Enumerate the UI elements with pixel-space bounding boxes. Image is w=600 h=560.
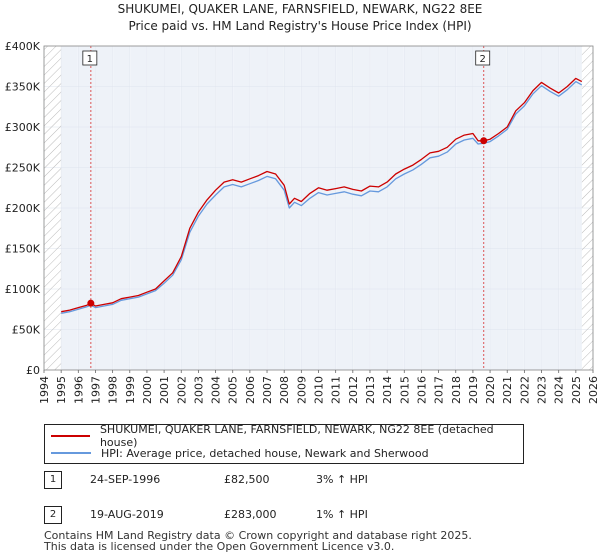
sale-point bbox=[87, 299, 95, 307]
sale-price: £283,000 bbox=[224, 508, 277, 521]
y-tick-label: £150K bbox=[5, 243, 41, 256]
x-tick-label: 2015 bbox=[398, 376, 411, 404]
x-tick-label: 2001 bbox=[158, 376, 171, 404]
y-tick-label: £400K bbox=[5, 40, 41, 53]
x-tick-label: 2013 bbox=[364, 376, 377, 404]
x-tick-label: 2010 bbox=[313, 376, 326, 404]
legend-item-property: SHUKUMEI, QUAKER LANE, FARNSFIELD, NEWAR… bbox=[51, 423, 523, 449]
chart-title-line1: SHUKUMEI, QUAKER LANE, FARNSFIELD, NEWAR… bbox=[117, 2, 483, 16]
y-tick-label: £250K bbox=[5, 162, 41, 175]
sale-row: 2 19-AUG-2019 £283,000 1% ↑ HPI bbox=[44, 506, 444, 526]
footer-line2: This data is licensed under the Open Gov… bbox=[44, 540, 395, 553]
x-tick-label: 2017 bbox=[433, 376, 446, 404]
y-tick-label: £300K bbox=[5, 121, 41, 134]
x-tick-label: 2003 bbox=[192, 376, 205, 404]
x-tick-label: 2026 bbox=[587, 376, 600, 404]
x-tick-label: 1996 bbox=[72, 376, 85, 404]
property-price-line bbox=[61, 77, 583, 313]
y-tick-label: £50K bbox=[12, 324, 41, 337]
sale-row: 1 24-SEP-1996 £82,500 3% ↑ HPI bbox=[44, 471, 444, 491]
x-tick-label: 2007 bbox=[261, 376, 274, 404]
sale-label-box bbox=[82, 50, 98, 66]
x-tick-label: 2016 bbox=[415, 376, 428, 404]
legend-item-hpi: HPI: Average price, detached house, Newa… bbox=[51, 445, 429, 461]
x-tick-label: 2023 bbox=[536, 376, 549, 404]
hatch-left bbox=[44, 46, 62, 370]
legend-swatch-hpi bbox=[51, 452, 91, 454]
chart-legend: SHUKUMEI, QUAKER LANE, FARNSFIELD, NEWAR… bbox=[44, 423, 524, 464]
x-tick-label: 1999 bbox=[124, 376, 137, 404]
x-tick-label: 2019 bbox=[467, 376, 480, 404]
footer-attribution: Contains HM Land Registry data © Crown c… bbox=[44, 530, 472, 552]
sale-price: £82,500 bbox=[224, 473, 270, 486]
y-tick-label: £100K bbox=[5, 283, 41, 296]
x-tick-label: 1997 bbox=[89, 376, 102, 404]
legend-swatch-property bbox=[51, 435, 90, 437]
x-tick-label: 2004 bbox=[210, 376, 223, 404]
x-tick-label: 2005 bbox=[227, 376, 240, 404]
sale-hpi-change: 3% ↑ HPI bbox=[316, 473, 368, 486]
x-tick-label: 2022 bbox=[518, 376, 531, 404]
x-tick-label: 2000 bbox=[141, 376, 154, 404]
x-tick-label: 2006 bbox=[244, 376, 257, 404]
sale-badge: 1 bbox=[44, 471, 62, 489]
sale-label-box bbox=[475, 50, 491, 66]
sale-label-text: 2 bbox=[480, 54, 486, 65]
footer-line1: Contains HM Land Registry data © Crown c… bbox=[44, 529, 472, 542]
x-tick-label: 2008 bbox=[278, 376, 291, 404]
hpi-line bbox=[61, 80, 583, 314]
sale-label-text: 1 bbox=[87, 54, 93, 65]
sale-badge: 2 bbox=[44, 506, 62, 524]
y-tick-label: £0 bbox=[26, 364, 40, 377]
x-tick-label: 2012 bbox=[347, 376, 360, 404]
y-tick-label: £350K bbox=[5, 81, 41, 94]
y-tick-label: £200K bbox=[5, 202, 41, 215]
x-tick-label: 1998 bbox=[107, 376, 120, 404]
x-tick-label: 2025 bbox=[570, 376, 583, 404]
legend-label-property: SHUKUMEI, QUAKER LANE, FARNSFIELD, NEWAR… bbox=[99, 423, 494, 449]
x-tick-label: 1994 bbox=[38, 376, 51, 404]
x-tick-label: 2018 bbox=[450, 376, 463, 404]
x-tick-label: 2002 bbox=[175, 376, 188, 404]
x-tick-label: 1995 bbox=[55, 376, 68, 404]
x-tick-label: 2014 bbox=[381, 376, 394, 404]
x-tick-label: 2009 bbox=[295, 376, 308, 404]
price-chart: 1 2 £0 £50K £100K £150K £200K £250K £300K £350K £… bbox=[5, 40, 600, 404]
sale-date: 24-SEP-1996 bbox=[90, 473, 161, 486]
sale-point bbox=[480, 137, 488, 145]
x-tick-label: 2024 bbox=[553, 376, 566, 404]
sale-hpi-change: 1% ↑ HPI bbox=[316, 508, 368, 521]
hatch-right bbox=[581, 46, 593, 370]
sale-date: 19-AUG-2019 bbox=[90, 508, 164, 521]
legend-label-hpi: HPI: Average price, detached house, Newa… bbox=[101, 446, 429, 460]
x-tick-label: 2020 bbox=[484, 376, 497, 404]
x-tick-label: 2021 bbox=[501, 376, 514, 404]
x-tick-label: 2011 bbox=[330, 376, 343, 404]
chart-title-line2: Price paid vs. HM Land Registry's House … bbox=[128, 19, 472, 33]
